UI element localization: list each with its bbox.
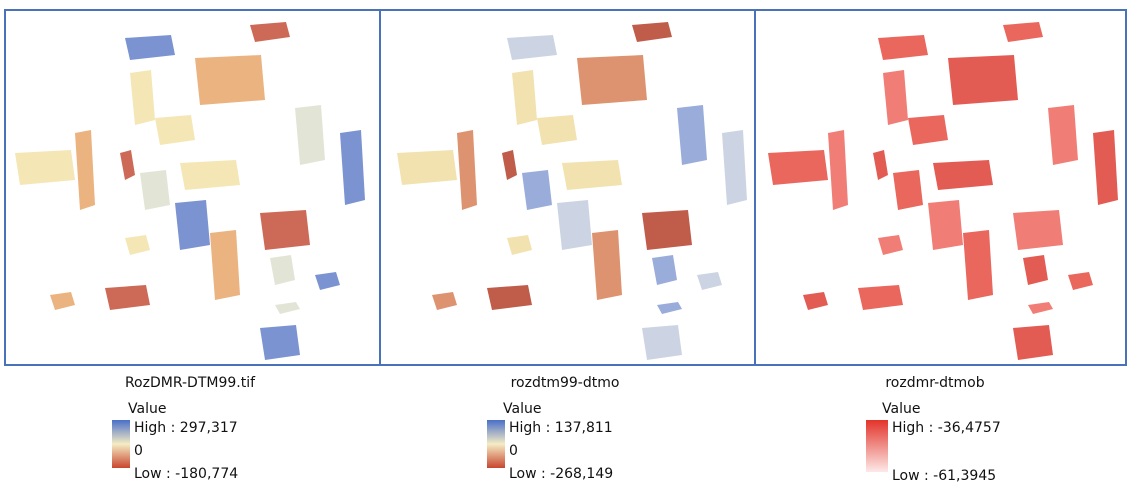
map-patch: [768, 150, 828, 185]
figure: RozDMR-DTM99.tif Value High : 297,317 0 Low …: [0, 0, 1127, 489]
legend-heading: Value: [128, 401, 166, 417]
map-patch: [15, 150, 75, 185]
legend-heading: Value: [503, 401, 541, 417]
legend-high: High : 137,811: [509, 420, 613, 436]
legend-zero: 0: [134, 443, 143, 459]
map-patch: [948, 55, 1018, 105]
legend-swatch: [112, 420, 130, 468]
legend-swatch: [866, 420, 888, 472]
legend-low: Low : -61,3945: [892, 468, 996, 484]
map-patch: [1013, 325, 1053, 360]
map-patch: [140, 170, 170, 210]
map-patch: [175, 200, 210, 250]
legend-high: High : 297,317: [134, 420, 238, 436]
legend-low: Low : -180,774: [134, 466, 238, 482]
map-patch: [260, 325, 300, 360]
map-patch: [1048, 105, 1078, 165]
map-patch: [260, 210, 310, 250]
legend-zero: 0: [509, 443, 518, 459]
map-patch: [933, 160, 993, 190]
map-patch: [522, 170, 552, 210]
panel-title: rozdtm99-dtmo: [511, 375, 620, 391]
map-patch: [180, 160, 240, 190]
map-patch: [557, 200, 592, 250]
map-patch: [908, 115, 948, 145]
legend-heading: Value: [882, 401, 920, 417]
map-patch: [893, 170, 923, 210]
panel-title: rozdmr-dtmob: [885, 375, 984, 391]
map-patch: [562, 160, 622, 190]
map-patch: [1013, 210, 1063, 250]
map-patch: [210, 230, 240, 300]
map-patch: [928, 200, 963, 250]
map-patch: [195, 55, 265, 105]
legend-low: Low : -268,149: [509, 466, 613, 482]
map-patch: [155, 115, 195, 145]
map-patch: [642, 210, 692, 250]
legend-swatch: [487, 420, 505, 468]
map-patch: [642, 325, 682, 360]
map-patch: [295, 105, 325, 165]
map-patch: [577, 55, 647, 105]
panel-title: RozDMR-DTM99.tif: [125, 375, 256, 391]
map-patch: [592, 230, 622, 300]
legend-high: High : -36,4757: [892, 420, 1001, 436]
map-patch: [537, 115, 577, 145]
map-patch: [397, 150, 457, 185]
map-patch: [677, 105, 707, 165]
map-patch: [963, 230, 993, 300]
